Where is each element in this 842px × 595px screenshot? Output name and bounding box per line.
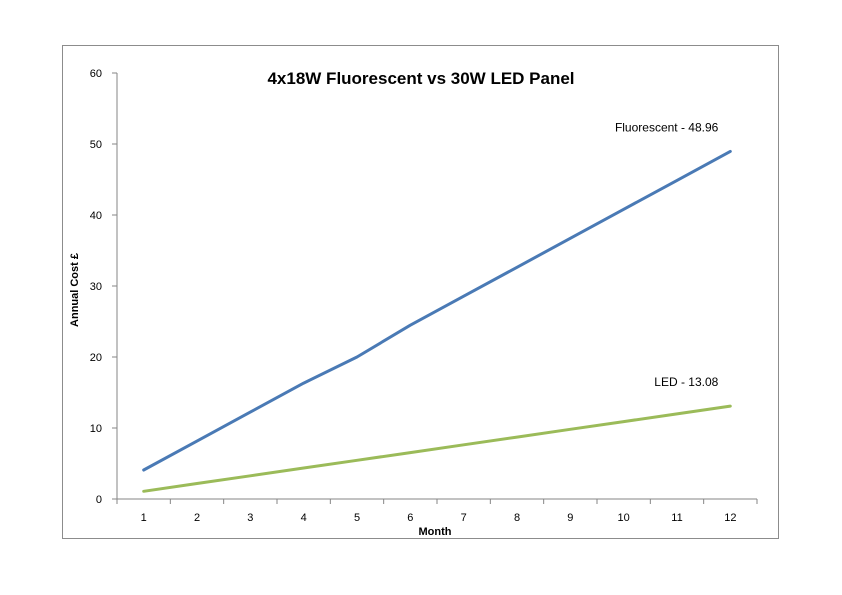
y-tick-label: 60 xyxy=(90,68,102,80)
chart-frame: 4x18W Fluorescent vs 30W LED Panel Annua… xyxy=(62,45,779,539)
chart-title: 4x18W Fluorescent vs 30W LED Panel xyxy=(267,69,574,88)
x-tick-label: 5 xyxy=(354,512,360,524)
x-tick-label: 7 xyxy=(461,512,467,524)
x-tick-label: 1 xyxy=(141,512,147,524)
x-tick-label: 8 xyxy=(514,512,520,524)
series-layer: Fluorescent - 48.96 LED - 13.08 xyxy=(142,120,732,493)
x-tick-label: 3 xyxy=(247,512,253,524)
led-series-label: LED - 13.08 xyxy=(654,375,718,389)
y-tick-label: 40 xyxy=(90,210,102,222)
y-tick-label: 10 xyxy=(90,423,102,435)
x-tick-label: 10 xyxy=(618,512,630,524)
x-tick-label: 11 xyxy=(671,512,682,524)
x-tick-label: 9 xyxy=(567,512,573,524)
x-tick-label: 6 xyxy=(407,512,413,524)
fluorescent-series-line xyxy=(142,149,732,472)
y-axis-title: Annual Cost £ xyxy=(69,253,81,327)
y-tick-label: 0 xyxy=(96,494,102,506)
x-tick-label: 12 xyxy=(724,512,736,524)
line-chart: 4x18W Fluorescent vs 30W LED Panel Annua… xyxy=(69,68,758,538)
fluorescent-series-label: Fluorescent - 48.96 xyxy=(615,120,719,134)
led-series-line xyxy=(142,404,732,493)
y-tick-label: 30 xyxy=(90,281,102,293)
x-axis-title: Month xyxy=(419,526,452,538)
y-tick-label: 20 xyxy=(90,352,102,364)
y-tick-label: 50 xyxy=(90,139,102,151)
x-tick-label: 4 xyxy=(301,512,307,524)
x-tick-label: 2 xyxy=(194,512,200,524)
